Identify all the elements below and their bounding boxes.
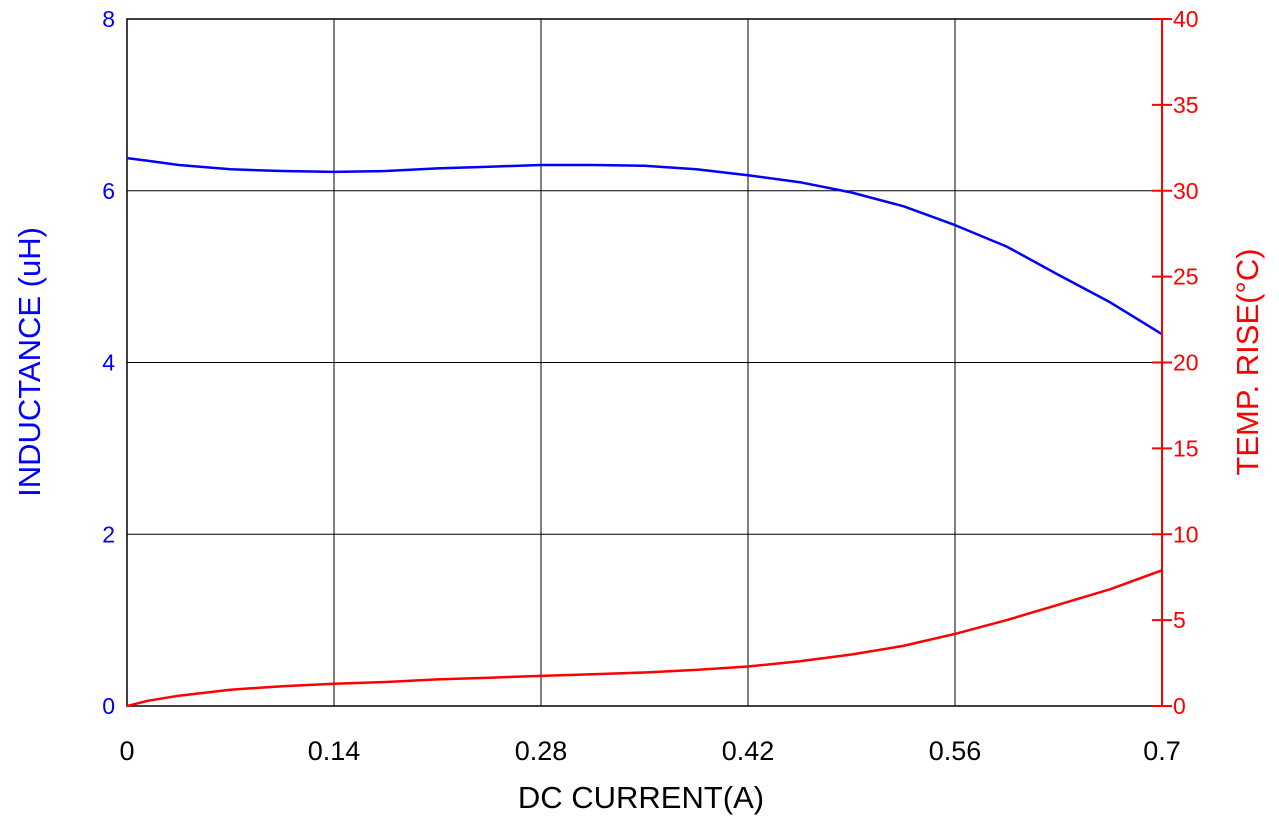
y-right-tick-label: 35 — [1173, 92, 1199, 118]
y-left-tick-labels: 0 2 4 6 8 — [102, 6, 115, 719]
y-right-tick-label: 10 — [1173, 521, 1199, 547]
y-right-tick-label: 25 — [1173, 264, 1199, 290]
y-right-tick-label: 40 — [1173, 6, 1199, 32]
y-left-axis-label: INDUCTANCE (uH) — [12, 227, 47, 497]
inductance-series-line — [126, 156, 1163, 336]
grid-lines — [126, 18, 1163, 707]
right-axis — [1152, 18, 1172, 707]
temp-rise-series-line — [126, 569, 1163, 708]
x-tick-label: 0.7 — [1143, 736, 1181, 766]
y-left-tick-label: 2 — [102, 521, 115, 547]
x-axis-label: DC CURRENT(A) — [518, 780, 764, 815]
x-tick-label: 0.42 — [722, 736, 775, 766]
x-tick-label: 0.28 — [515, 736, 568, 766]
series-layer — [126, 156, 1163, 708]
y-right-tick-label: 20 — [1173, 350, 1199, 376]
y-right-tick-label: 5 — [1173, 607, 1186, 633]
y-left-tick-label: 4 — [102, 350, 115, 376]
x-tick-labels: 0 0.14 0.28 0.42 0.56 0.7 — [119, 736, 1180, 766]
y-left-tick-label: 0 — [102, 693, 115, 719]
y-left-tick-label: 6 — [102, 178, 115, 204]
x-tick-label: 0 — [119, 736, 134, 766]
x-tick-label: 0.14 — [308, 736, 361, 766]
x-tick-label: 0.56 — [929, 736, 982, 766]
y-right-axis-label: TEMP. RISE(°C) — [1230, 248, 1265, 475]
y-left-tick-label: 8 — [102, 6, 115, 32]
y-right-tick-labels: 0 5 10 15 20 25 30 35 40 — [1173, 6, 1199, 719]
y-right-tick-label: 30 — [1173, 178, 1199, 204]
y-right-tick-label: 0 — [1173, 693, 1186, 719]
y-right-tick-label: 15 — [1173, 435, 1199, 461]
